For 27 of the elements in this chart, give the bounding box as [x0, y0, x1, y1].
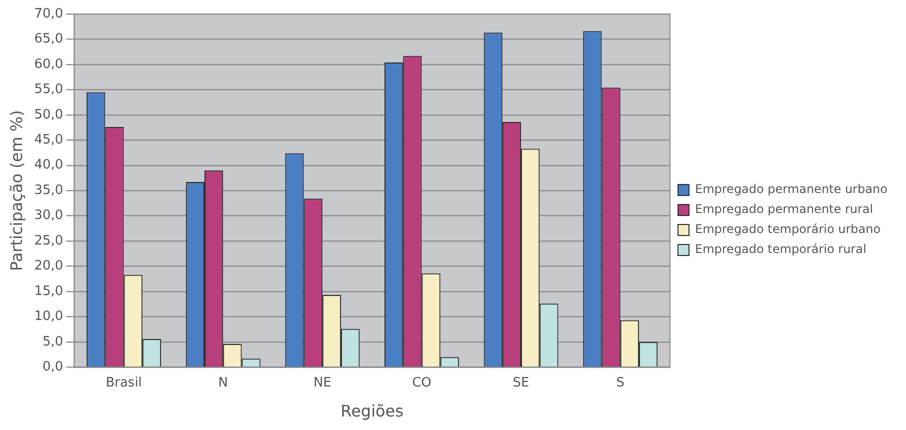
- y-tick-label: 45,0: [34, 132, 64, 148]
- y-tick-label: 25,0: [34, 233, 64, 248]
- y-tick-label: 10,0: [34, 309, 64, 324]
- y-axis-title: Participação (em %): [6, 110, 26, 272]
- x-tick-label: N: [218, 375, 228, 390]
- y-tick-label: 0,0: [42, 360, 64, 375]
- legend-label: Empregado permanente rural: [695, 202, 874, 216]
- y-tick-label: 50,0: [34, 107, 64, 122]
- legend-label: Empregado temporário urbano: [695, 222, 881, 236]
- y-tick-label: 65,0: [34, 32, 64, 47]
- x-tick-label: CO: [412, 375, 432, 390]
- y-tick-label: 60,0: [34, 56, 64, 72]
- y-tick-label: 55,0: [34, 82, 64, 98]
- y-tick-label: 35,0: [34, 182, 64, 198]
- legend-label: Empregado permanente urbano: [695, 182, 888, 196]
- y-tick-label: 20,0: [34, 258, 64, 274]
- y-tick-label: 5,0: [42, 334, 64, 350]
- y-tick-label: 40,0: [34, 158, 64, 173]
- y-tick-label: 15,0: [34, 284, 64, 299]
- y-tick-label: 30,0: [34, 208, 64, 224]
- x-tick-label: SE: [512, 375, 530, 390]
- legend-label: Empregado temporário rural: [695, 242, 866, 256]
- y-tick-label: 70,0: [34, 6, 64, 22]
- x-axis-title: Regiões: [340, 402, 404, 421]
- x-tick-label: Brasil: [106, 375, 142, 390]
- x-tick-label: S: [616, 375, 624, 390]
- x-tick-label: NE: [313, 375, 332, 390]
